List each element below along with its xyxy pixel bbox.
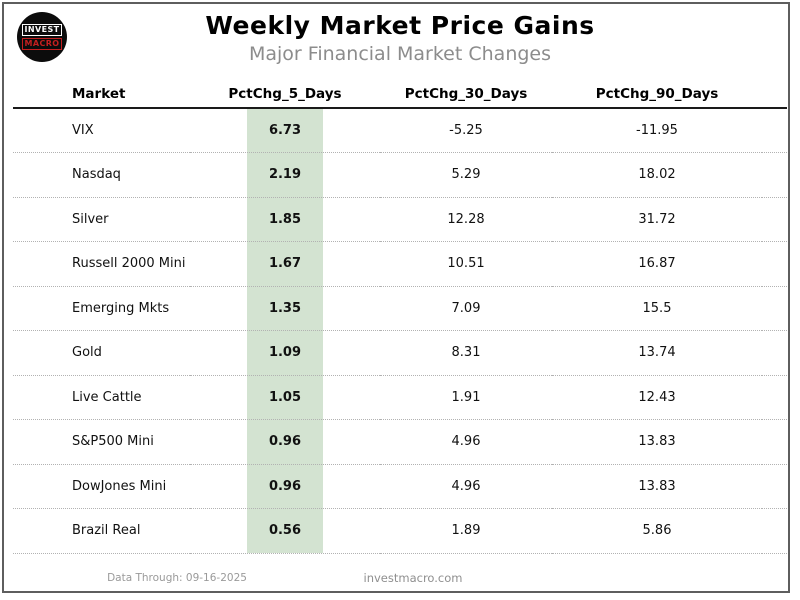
column-header-market: Market — [13, 80, 190, 109]
table-row: Silver 1.85 12.28 31.72 — [13, 197, 787, 242]
table-row: Live Cattle 1.05 1.91 12.43 — [13, 375, 787, 420]
pctchg-30-days-cell: 4.96 — [380, 419, 552, 465]
pctchg-30-days-cell: 5.29 — [380, 152, 552, 198]
pctchg-90-days-cell: 13.83 — [552, 464, 762, 509]
pctchg-5-days-cell: 2.19 — [190, 152, 380, 198]
column-header-pctchg-30-days: PctChg_30_Days — [380, 80, 552, 109]
spacer-cell — [762, 464, 787, 509]
spacer-cell — [762, 152, 787, 198]
website-label: investmacro.com — [363, 571, 463, 585]
pctchg-5-days-cell: 0.96 — [190, 464, 380, 509]
pctchg-5-days-cell: 1.67 — [190, 241, 380, 287]
spacer-cell — [762, 508, 787, 554]
column-header-pctchg-5-days: PctChg_5_Days — [190, 80, 380, 109]
spacer-cell — [762, 241, 787, 287]
market-name-cell: Gold — [13, 330, 190, 376]
column-header-spacer — [762, 80, 787, 109]
pctchg-30-days-cell: -5.25 — [380, 108, 552, 153]
logo-macro-text: MACRO — [21, 38, 63, 50]
column-header-pctchg-90-days: PctChg_90_Days — [552, 80, 762, 109]
pctchg-90-days-cell: 16.87 — [552, 241, 762, 287]
market-name-cell: S&P500 Mini — [13, 419, 190, 465]
market-name-cell: Russell 2000 Mini — [13, 241, 190, 287]
market-name-cell: Nasdaq — [13, 152, 190, 198]
page-title: Weekly Market Price Gains — [205, 11, 595, 40]
pctchg-5-days-cell: 1.85 — [190, 197, 380, 242]
data-through-label: Data Through: 09-16-2025 — [107, 572, 247, 584]
pctchg-90-days-cell: 13.74 — [552, 330, 762, 376]
spacer-cell — [762, 330, 787, 376]
spacer-cell — [762, 286, 787, 331]
pctchg-90-days-cell: 15.5 — [552, 286, 762, 331]
pctchg-30-days-cell: 12.28 — [380, 197, 552, 242]
table-row: Nasdaq 2.19 5.29 18.02 — [13, 152, 787, 198]
logo-invest-text: INVEST — [21, 24, 63, 36]
table-row: S&P500 Mini 0.96 4.96 13.83 — [13, 419, 787, 465]
market-name-cell: Live Cattle — [13, 375, 190, 420]
investmacro-logo: INVEST MACRO — [17, 12, 67, 62]
market-name-cell: Emerging Mkts — [13, 286, 190, 331]
pctchg-5-days-cell: 1.35 — [190, 286, 380, 331]
spacer-cell — [762, 108, 787, 153]
table-row: VIX 6.73 -5.25 -11.95 — [13, 108, 787, 153]
spacer-cell — [762, 419, 787, 465]
pctchg-30-days-cell: 7.09 — [380, 286, 552, 331]
spacer-cell — [762, 197, 787, 242]
market-name-cell: Silver — [13, 197, 190, 242]
pctchg-90-days-cell: -11.95 — [552, 108, 762, 153]
table-header-row: Market PctChg_5_Days PctChg_30_Days PctC… — [13, 80, 787, 109]
pctchg-30-days-cell: 1.91 — [380, 375, 552, 420]
market-name-cell: DowJones Mini — [13, 464, 190, 509]
pctchg-5-days-cell: 0.96 — [190, 419, 380, 465]
pctchg-90-days-cell: 18.02 — [552, 152, 762, 198]
market-name-cell: Brazil Real — [13, 508, 190, 554]
pctchg-5-days-cell: 0.56 — [190, 508, 380, 554]
table-row: Emerging Mkts 1.35 7.09 15.5 — [13, 286, 787, 331]
pctchg-90-days-cell: 31.72 — [552, 197, 762, 242]
table-row: Brazil Real 0.56 1.89 5.86 — [13, 508, 787, 554]
pctchg-90-days-cell: 13.83 — [552, 419, 762, 465]
pctchg-5-days-cell: 6.73 — [190, 108, 380, 153]
market-table: Market PctChg_5_Days PctChg_30_Days PctC… — [13, 80, 787, 554]
table-row: Gold 1.09 8.31 13.74 — [13, 330, 787, 376]
pctchg-90-days-cell: 5.86 — [552, 508, 762, 554]
pctchg-30-days-cell: 8.31 — [380, 330, 552, 376]
pctchg-90-days-cell: 12.43 — [552, 375, 762, 420]
table-row: Russell 2000 Mini 1.67 10.51 16.87 — [13, 241, 787, 287]
pctchg-30-days-cell: 10.51 — [380, 241, 552, 287]
pctchg-5-days-cell: 1.05 — [190, 375, 380, 420]
table-row: DowJones Mini 0.96 4.96 13.83 — [13, 464, 787, 509]
spacer-cell — [762, 375, 787, 420]
pctchg-5-days-cell: 1.09 — [190, 330, 380, 376]
pctchg-30-days-cell: 4.96 — [380, 464, 552, 509]
market-name-cell: VIX — [13, 108, 190, 153]
page-subtitle: Major Financial Market Changes — [248, 43, 552, 65]
pctchg-30-days-cell: 1.89 — [380, 508, 552, 554]
